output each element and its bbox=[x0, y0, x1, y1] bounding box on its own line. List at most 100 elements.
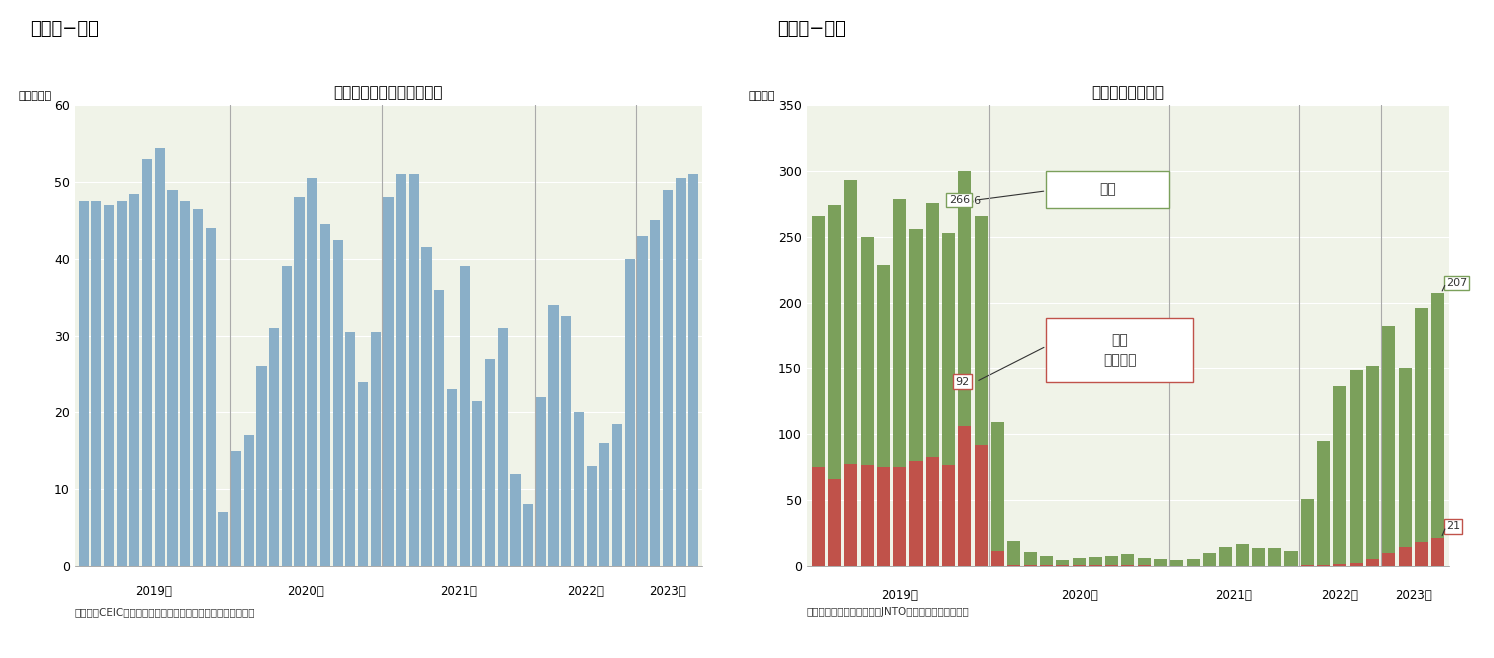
Bar bbox=[447, 390, 457, 566]
Text: 2020年: 2020年 bbox=[1061, 589, 1098, 602]
Bar bbox=[244, 436, 254, 566]
Bar bbox=[1007, 541, 1020, 566]
Bar bbox=[877, 467, 890, 566]
Bar bbox=[1382, 326, 1395, 566]
Bar bbox=[396, 174, 406, 566]
Bar bbox=[861, 465, 874, 566]
Text: （万人）: （万人） bbox=[748, 91, 775, 101]
Bar bbox=[345, 332, 356, 566]
Bar bbox=[574, 413, 584, 566]
Bar bbox=[958, 426, 971, 566]
Bar bbox=[974, 445, 988, 566]
Bar bbox=[282, 266, 291, 566]
Text: 207: 207 bbox=[1446, 278, 1467, 288]
Bar bbox=[1122, 554, 1134, 566]
Bar bbox=[320, 224, 330, 566]
Bar bbox=[991, 551, 1004, 566]
Text: うち
中国本土: うち 中国本土 bbox=[1103, 334, 1137, 367]
Bar bbox=[232, 451, 241, 566]
Bar bbox=[130, 193, 139, 566]
Bar bbox=[333, 240, 342, 566]
Text: （図表−１）: （図表−１） bbox=[30, 20, 99, 38]
Bar bbox=[1023, 552, 1037, 566]
Text: 2021年: 2021年 bbox=[1216, 589, 1252, 602]
Bar bbox=[1186, 559, 1200, 566]
Bar bbox=[498, 328, 508, 566]
Bar bbox=[1366, 559, 1379, 566]
Text: 総数: 総数 bbox=[1100, 182, 1116, 197]
Bar bbox=[991, 422, 1004, 566]
Bar bbox=[1089, 557, 1103, 566]
Bar bbox=[269, 328, 279, 566]
Bar bbox=[359, 382, 368, 566]
Bar bbox=[1415, 308, 1428, 566]
Bar bbox=[1007, 565, 1020, 566]
Bar bbox=[142, 159, 152, 566]
Bar bbox=[155, 147, 164, 566]
Bar bbox=[486, 359, 495, 566]
Bar bbox=[117, 201, 127, 566]
FancyBboxPatch shape bbox=[1046, 318, 1194, 382]
Bar bbox=[1285, 551, 1298, 566]
Bar bbox=[562, 316, 571, 566]
Bar bbox=[384, 197, 393, 566]
Bar bbox=[650, 220, 660, 566]
Bar bbox=[181, 201, 190, 566]
Bar bbox=[861, 237, 874, 566]
Bar bbox=[1349, 370, 1363, 566]
Bar bbox=[218, 512, 229, 566]
Bar bbox=[1023, 565, 1037, 566]
Bar bbox=[1301, 499, 1313, 566]
Text: 266: 266 bbox=[961, 196, 982, 206]
Bar bbox=[844, 180, 858, 566]
Bar bbox=[893, 467, 907, 566]
Bar bbox=[1349, 563, 1363, 566]
Text: 2022年: 2022年 bbox=[1322, 589, 1358, 602]
Text: （資料）日本政府観光局（JNTO）のデータを元に作成: （資料）日本政府観光局（JNTO）のデータを元に作成 bbox=[807, 607, 970, 617]
Text: 2019年: 2019年 bbox=[881, 589, 919, 602]
Bar bbox=[409, 174, 418, 566]
Bar bbox=[877, 265, 890, 566]
Bar bbox=[943, 233, 955, 566]
Bar bbox=[1252, 548, 1265, 566]
Bar bbox=[1056, 560, 1070, 566]
Bar bbox=[1236, 544, 1249, 566]
Bar bbox=[371, 332, 381, 566]
Bar bbox=[1040, 556, 1053, 566]
Bar bbox=[1301, 565, 1313, 566]
Bar bbox=[926, 203, 938, 566]
Text: （資料）CEIC（出所は中国民用航空局）のデータを元に作成: （資料）CEIC（出所は中国民用航空局）のデータを元に作成 bbox=[75, 607, 255, 617]
Bar bbox=[1138, 558, 1150, 566]
Bar bbox=[1398, 368, 1412, 566]
Bar bbox=[1219, 547, 1233, 566]
Bar bbox=[1334, 564, 1346, 566]
Bar bbox=[1415, 542, 1428, 566]
Bar bbox=[943, 465, 955, 566]
Bar bbox=[91, 201, 102, 566]
Bar bbox=[105, 205, 114, 566]
Bar bbox=[844, 464, 858, 566]
Bar bbox=[1431, 538, 1445, 566]
Title: 中国の国内航空旅客の推移: 中国の国内航空旅客の推移 bbox=[333, 85, 444, 100]
Bar bbox=[828, 205, 841, 566]
Bar bbox=[1382, 553, 1395, 566]
Bar bbox=[511, 474, 520, 566]
Bar bbox=[206, 228, 215, 566]
Bar bbox=[958, 171, 971, 566]
FancyBboxPatch shape bbox=[1046, 171, 1168, 208]
Bar bbox=[294, 197, 305, 566]
Bar bbox=[910, 229, 922, 566]
Bar bbox=[974, 216, 988, 566]
Bar bbox=[421, 247, 432, 566]
Bar bbox=[472, 401, 483, 566]
Bar bbox=[460, 266, 469, 566]
Bar bbox=[663, 190, 672, 566]
Bar bbox=[587, 466, 596, 566]
Bar bbox=[308, 178, 317, 566]
Bar bbox=[1334, 386, 1346, 566]
Bar bbox=[257, 367, 266, 566]
Text: 2023年: 2023年 bbox=[650, 585, 686, 598]
Bar bbox=[1268, 548, 1282, 566]
Bar bbox=[1170, 560, 1183, 566]
Bar bbox=[435, 290, 444, 566]
